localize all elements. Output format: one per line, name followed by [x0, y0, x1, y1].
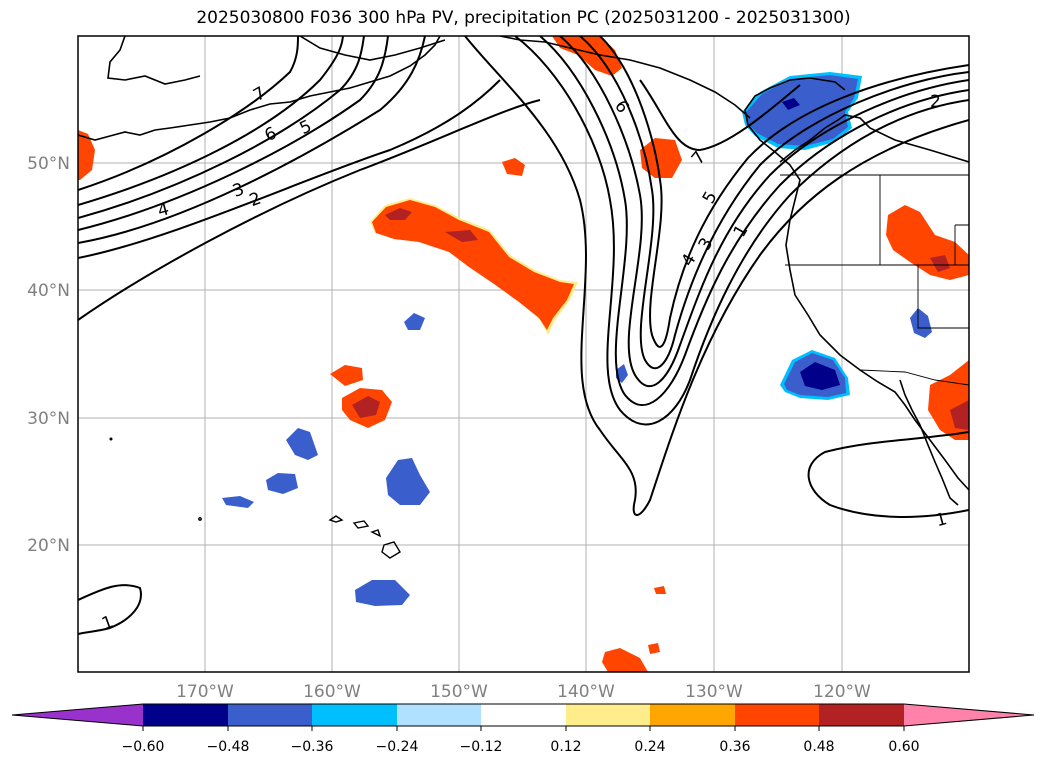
lon-label-160w: 160°W — [303, 682, 361, 702]
negative-precip-area — [386, 458, 430, 505]
colorbar-segment — [481, 704, 566, 726]
colorbar-segment — [566, 704, 650, 726]
gridlines — [78, 36, 969, 672]
pv-contours — [78, 36, 969, 635]
lat-label-50n: 50°N — [27, 154, 70, 174]
contour-label: 4 — [156, 199, 172, 221]
colorbar-segment — [650, 704, 735, 726]
colorbar-segment — [397, 704, 481, 726]
contour-label: 2 — [930, 92, 941, 112]
lat-label-20n: 20°N — [27, 536, 70, 556]
colorbar-segment — [819, 704, 904, 726]
islands — [109, 437, 401, 559]
figure-title: 2025030800 F036 300 hPa PV, precipitatio… — [196, 8, 851, 28]
colorbar-segment — [143, 704, 228, 726]
positive-precip-area — [640, 138, 682, 178]
positive-precip-area — [502, 158, 525, 176]
negative-precip-area — [266, 473, 298, 494]
colorbar-extend-low — [12, 704, 143, 726]
colorbar-tick-label: −0.12 — [460, 739, 503, 755]
negative-precip-area — [910, 308, 932, 338]
lon-label-150w: 150°W — [430, 682, 488, 702]
colorbar-tick-label: −0.60 — [122, 739, 165, 755]
colorbar-extend-high — [904, 704, 1034, 726]
lon-label-130w: 130°W — [685, 682, 743, 702]
negative-precip-area — [355, 580, 410, 606]
lat-label-40n: 40°N — [27, 281, 70, 301]
map-frame — [77, 35, 970, 673]
colorbar: −0.60 −0.48 −0.36 −0.24 −0.12 0.12 0.24 … — [11, 703, 1035, 755]
lon-label-140w: 140°W — [557, 682, 615, 702]
positive-precip-area — [78, 130, 95, 180]
contour-label: 1 — [934, 509, 950, 531]
colorbar-tick-label: −0.24 — [376, 739, 419, 755]
colorbar-tick-label: 0.24 — [634, 739, 665, 755]
colorbar-segment — [228, 704, 312, 726]
colorbar-tick-label: −0.48 — [207, 739, 250, 755]
lon-label-170w: 170°W — [176, 682, 234, 702]
colorbar-segment — [312, 704, 397, 726]
negative-precip-area — [286, 428, 318, 460]
coastlines — [78, 36, 969, 506]
map-content: 7 6 5 3 2 4 6 7 5 3 4 1 2 1 1 — [78, 36, 969, 672]
colorbar-tick-label: 0.36 — [719, 739, 750, 755]
negative-precip-area — [222, 496, 254, 508]
colorbar-segment — [735, 704, 819, 726]
precipitation-shading — [78, 36, 969, 672]
colorbar-ticks — [142, 726, 905, 731]
colorbar-tick-label: 0.12 — [550, 739, 581, 755]
negative-precip-area — [404, 313, 425, 330]
colorbar-tick-label: 0.60 — [888, 739, 919, 755]
lon-label-120w: 120°W — [813, 682, 871, 702]
colorbar-tick-label: 0.48 — [803, 739, 834, 755]
lat-label-30n: 30°N — [27, 409, 70, 429]
positive-precip-area — [602, 648, 648, 672]
positive-precip-area — [886, 205, 969, 280]
colorbar-tick-label: −0.36 — [291, 739, 334, 755]
